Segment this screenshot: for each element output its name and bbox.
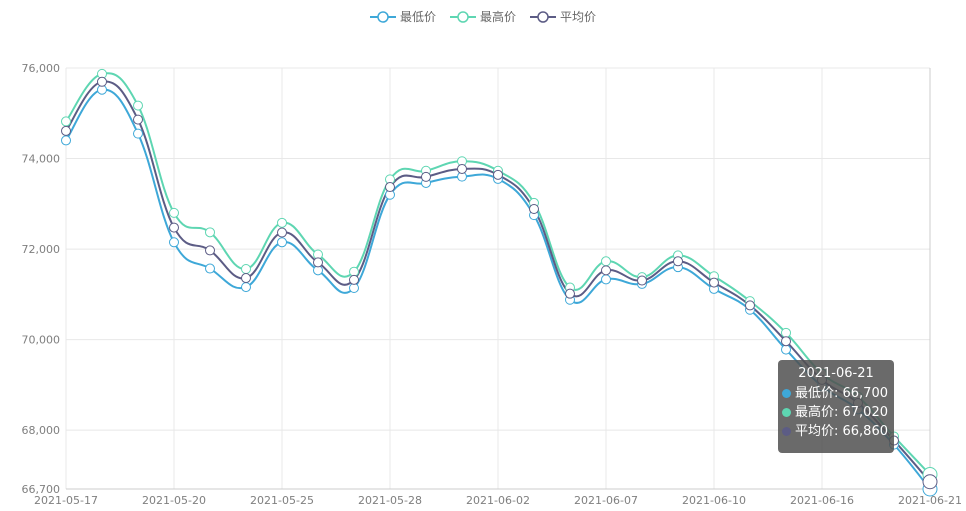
data-point-avg bbox=[709, 277, 719, 288]
data-point-high bbox=[169, 207, 179, 218]
y-tick-label: 68,000 bbox=[22, 424, 61, 437]
y-tick-label: 72,000 bbox=[22, 243, 61, 256]
data-point-high bbox=[205, 227, 215, 238]
data-point-high bbox=[241, 263, 251, 274]
tooltip-dot-avg bbox=[782, 427, 791, 436]
data-point-avg bbox=[169, 222, 179, 233]
data-point-avg bbox=[457, 163, 467, 174]
data-point-avg bbox=[133, 114, 143, 125]
legend-high-icon bbox=[449, 10, 476, 23]
tooltip-dot-high bbox=[782, 408, 791, 417]
data-point-low bbox=[169, 237, 179, 248]
data-point-avg bbox=[313, 257, 323, 268]
x-tick-label: 2021-06-10 bbox=[682, 494, 746, 507]
legend-item-low[interactable]: 最低价 bbox=[369, 8, 436, 25]
legend-low-icon bbox=[369, 10, 396, 23]
tooltip-text-low: 最低价: 66,700 bbox=[795, 386, 888, 401]
chart-legend: 最低价 最高价 平均价 bbox=[0, 8, 966, 25]
y-tick-label: 76,000 bbox=[22, 62, 61, 75]
x-tick-label: 2021-05-17 bbox=[34, 494, 98, 507]
data-point-avg bbox=[745, 300, 755, 311]
tooltip-dot-low bbox=[782, 389, 791, 398]
legend-item-avg[interactable]: 平均价 bbox=[530, 8, 596, 25]
data-point-avg bbox=[922, 474, 938, 490]
x-tick-label: 2021-06-07 bbox=[574, 494, 638, 507]
tooltip-row-low: 最低价: 66,700 bbox=[782, 384, 890, 403]
series-line-avg bbox=[65, 80, 931, 483]
hover-tooltip: 2021-06-21 最低价: 66,700 最高价: 67,020 平均价: … bbox=[778, 360, 894, 453]
x-tick-label: 2021-05-20 bbox=[142, 494, 206, 507]
series-lines bbox=[65, 72, 931, 490]
data-point-low bbox=[61, 135, 71, 146]
data-point-avg bbox=[385, 182, 395, 193]
data-point-avg bbox=[673, 256, 683, 267]
data-point-high bbox=[133, 100, 143, 111]
data-point-avg bbox=[277, 227, 287, 238]
x-tick-label: 2021-05-25 bbox=[250, 494, 314, 507]
data-point-avg bbox=[349, 274, 359, 285]
y-tick-label: 70,000 bbox=[22, 334, 61, 347]
data-point-avg bbox=[241, 273, 251, 284]
data-point-avg bbox=[565, 288, 575, 299]
data-point-avg bbox=[529, 204, 539, 215]
data-point-avg bbox=[781, 336, 791, 347]
y-tick-label: 74,000 bbox=[22, 153, 61, 166]
data-point-avg bbox=[493, 169, 503, 180]
legend-label-high: 最高价 bbox=[479, 10, 516, 24]
y-tick-label: 66,700 bbox=[22, 483, 61, 496]
tick-labels: 66,700 68,000 70,000 72,000 74,000 76,000 2021… bbox=[22, 62, 962, 507]
x-tick-label: 2021-06-16 bbox=[790, 494, 854, 507]
data-point-avg bbox=[601, 265, 611, 276]
legend-avg-icon bbox=[530, 10, 556, 23]
data-point-avg bbox=[97, 76, 107, 87]
legend-item-high[interactable]: 最高价 bbox=[449, 8, 516, 25]
tooltip-title: 2021-06-21 bbox=[798, 366, 874, 381]
data-point-avg bbox=[205, 245, 215, 256]
data-point-high bbox=[601, 256, 611, 267]
data-point-high bbox=[781, 327, 791, 338]
tooltip-text-avg: 平均价: 66,860 bbox=[795, 424, 888, 439]
x-tick-label: 2021-06-02 bbox=[466, 494, 530, 507]
data-point-low bbox=[601, 274, 611, 285]
axes bbox=[66, 68, 931, 490]
data-point-high bbox=[277, 217, 287, 228]
x-tick-label: 2021-06-21 bbox=[898, 494, 962, 507]
data-point-avg bbox=[637, 275, 647, 286]
tooltip-row-high: 最高价: 67,020 bbox=[782, 403, 890, 422]
data-point-avg bbox=[421, 171, 431, 182]
tooltip-text-high: 最高价: 67,020 bbox=[795, 405, 888, 420]
data-point-low bbox=[781, 344, 791, 355]
data-point-avg bbox=[61, 125, 71, 136]
data-point-low bbox=[241, 282, 251, 293]
legend-label-low: 最低价 bbox=[399, 10, 436, 24]
data-point-low bbox=[205, 263, 215, 274]
series-line-low bbox=[65, 88, 931, 490]
x-tick-label: 2021-05-28 bbox=[358, 494, 422, 507]
legend-label-avg: 平均价 bbox=[560, 10, 597, 24]
tooltip-row-avg: 平均价: 66,860 bbox=[782, 422, 890, 441]
data-point-low bbox=[277, 237, 287, 248]
series-line-high bbox=[65, 72, 931, 476]
data-point-low bbox=[133, 128, 143, 139]
data-point-high bbox=[61, 116, 71, 127]
